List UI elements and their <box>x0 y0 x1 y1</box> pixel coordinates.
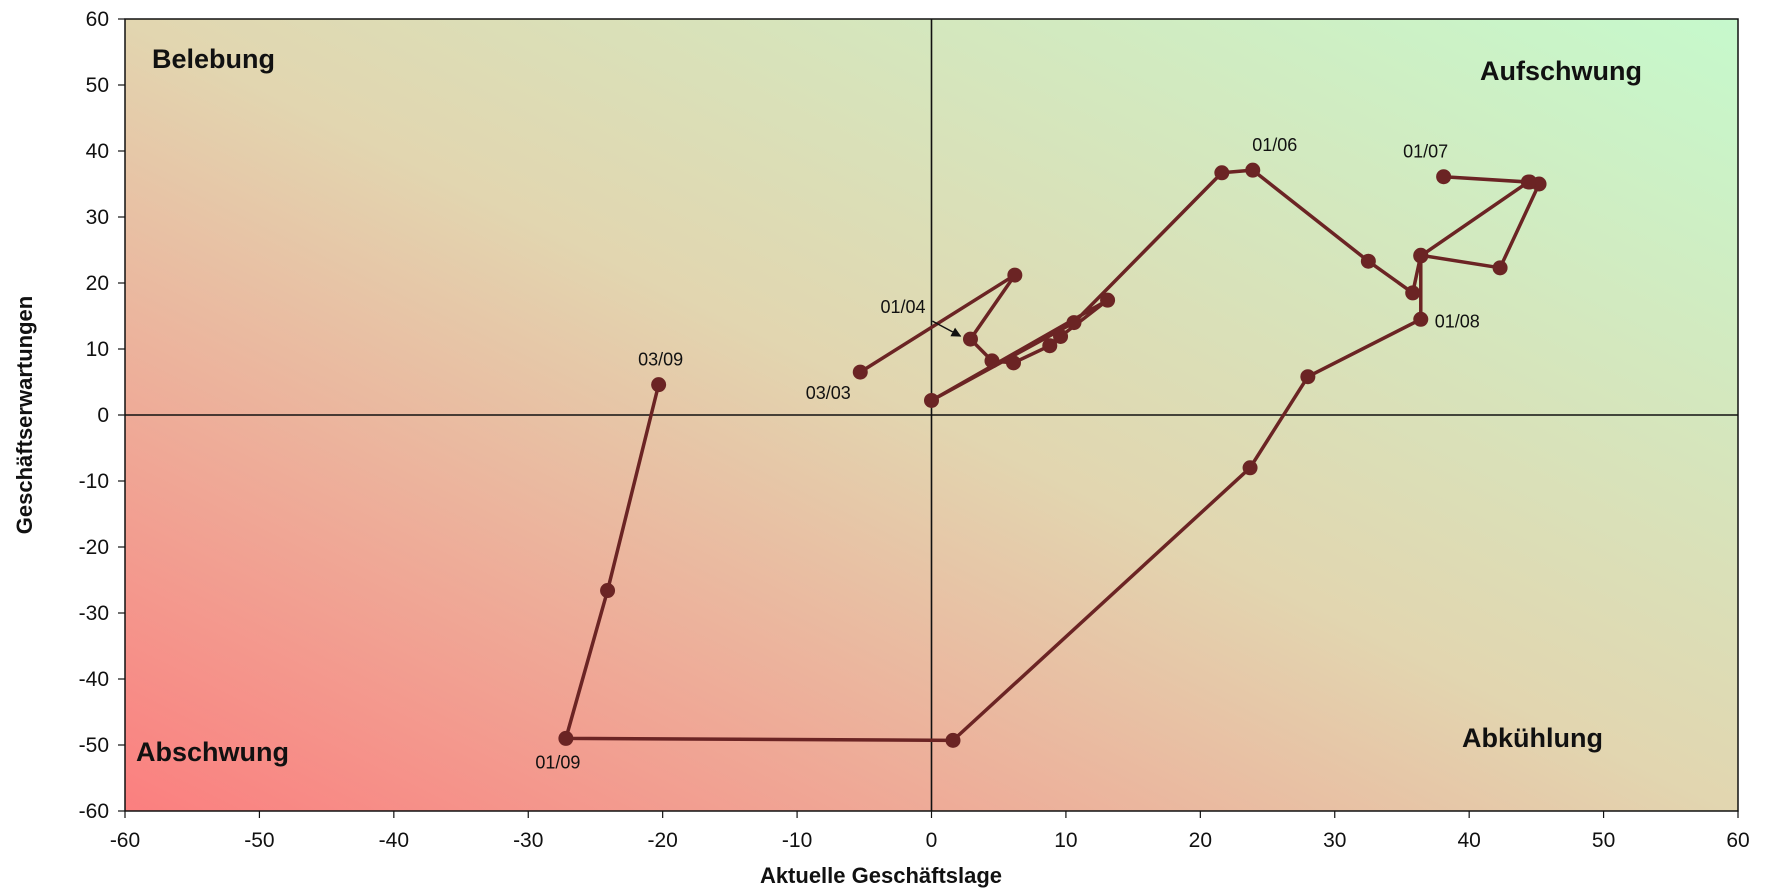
y-tick-label: 50 <box>86 74 109 97</box>
annotations: 03/03 01/04 01/06 01/07 01/08 01/09 03/09 <box>535 135 1479 772</box>
x-tick-label: -50 <box>244 829 274 852</box>
data-point <box>1405 285 1421 301</box>
quadrant-label-top-left: Belebung <box>152 44 275 74</box>
annotation-label: 03/09 <box>638 350 683 370</box>
quadrant-label-bottom-right: Abkühlung <box>1462 723 1603 753</box>
x-tick-label: 60 <box>1726 829 1749 852</box>
data-point <box>924 392 939 408</box>
y-tick-label: 0 <box>97 404 109 427</box>
data-point <box>1066 315 1082 331</box>
x-tick-label: -60 <box>110 829 140 852</box>
annotation-label: 01/06 <box>1252 135 1297 155</box>
x-tick-label: 20 <box>1189 829 1212 852</box>
quadrant-label-bottom-left: Abschwung <box>136 737 289 767</box>
data-point <box>651 377 667 393</box>
annotation-label: 01/04 <box>880 297 925 317</box>
data-point <box>558 730 574 746</box>
y-axis-title: Geschäftserwartungen <box>12 296 37 534</box>
y-tick-label: -40 <box>79 668 109 691</box>
x-tick-label: -30 <box>513 829 543 852</box>
annotation-label: 01/09 <box>535 752 580 772</box>
data-point <box>1360 253 1376 269</box>
data-point <box>1007 267 1023 283</box>
y-tick-label: 20 <box>86 272 109 295</box>
data-point <box>1245 162 1261 178</box>
data-point <box>1242 460 1258 476</box>
data-point <box>962 331 978 347</box>
data-point <box>1436 169 1452 185</box>
series-line <box>564 168 1541 743</box>
x-tick-label: -10 <box>782 829 812 852</box>
y-tick-label: 60 <box>86 8 109 31</box>
y-axis-ticks: 60 50 40 30 20 10 0 -10 -20 -30 -40 -50 -60 <box>79 8 125 823</box>
data-point <box>852 364 868 380</box>
data-point <box>1300 369 1316 385</box>
x-axis-title: Aktuelle Geschäftslage <box>760 863 1002 888</box>
data-point <box>1492 260 1508 276</box>
quadrant-label-top-right: Aufschwung <box>1480 56 1642 86</box>
x-axis-ticks: -60 -50 -40 -30 -20 -10 0 10 20 30 40 50 60 <box>110 811 1750 852</box>
data-point <box>1214 165 1230 181</box>
data-point <box>1005 355 1021 371</box>
y-tick-label: -50 <box>79 734 109 757</box>
annotation-arrow <box>932 320 962 337</box>
data-point <box>1520 174 1536 190</box>
x-tick-label: 50 <box>1592 829 1615 852</box>
data-point <box>1053 328 1069 344</box>
y-tick-label: -30 <box>79 602 109 625</box>
y-tick-label: 10 <box>86 338 109 361</box>
x-tick-label: 0 <box>926 829 938 852</box>
x-tick-label: -40 <box>379 829 409 852</box>
data-point <box>1413 311 1429 327</box>
y-tick-label: 30 <box>86 206 109 229</box>
data-point <box>1042 338 1058 354</box>
x-tick-label: 30 <box>1323 829 1346 852</box>
annotation-label: 03/03 <box>806 383 851 403</box>
data-point <box>984 353 1000 369</box>
y-tick-label: -10 <box>79 470 109 493</box>
y-tick-label: -60 <box>79 800 109 823</box>
data-point <box>1100 292 1116 308</box>
data-point <box>945 732 961 748</box>
data-point <box>1413 248 1429 264</box>
axes <box>125 19 1738 811</box>
data-point <box>600 583 616 599</box>
x-tick-label: 10 <box>1054 829 1077 852</box>
y-tick-label: 40 <box>86 140 109 163</box>
annotation-label: 01/08 <box>1435 311 1480 331</box>
x-tick-label: -20 <box>647 829 677 852</box>
annotation-label: 01/07 <box>1403 142 1448 162</box>
data-series <box>558 162 1547 748</box>
x-tick-label: 40 <box>1457 829 1480 852</box>
y-tick-label: -20 <box>79 536 109 559</box>
